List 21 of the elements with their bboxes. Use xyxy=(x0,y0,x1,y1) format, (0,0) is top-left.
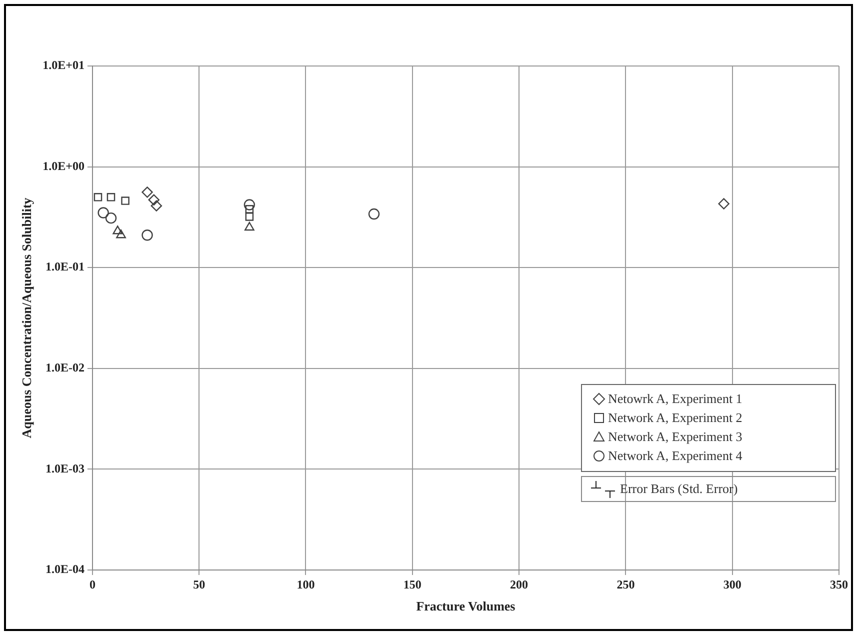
x-tick-label: 50 xyxy=(193,577,206,592)
x-tick-label: 150 xyxy=(403,577,422,592)
x-tick-label: 350 xyxy=(830,577,848,592)
y-tick-label: 1.0E-03 xyxy=(45,461,84,476)
legend-label: Network A, Experiment 4 xyxy=(608,448,742,464)
legend-label: Netowrk A, Experiment 1 xyxy=(608,391,742,408)
y-tick-label: 1.0E-04 xyxy=(45,562,84,576)
annotation: Error Bars (Std. Error) xyxy=(620,480,738,497)
x-axis-title: Fracture Volumes xyxy=(416,598,516,614)
x-tick-label: 100 xyxy=(296,577,315,592)
legend-label: Network A, Experiment 3 xyxy=(608,429,742,446)
y-tick-label: 1.0E+01 xyxy=(42,58,84,72)
y-tick-label: 1.0E+00 xyxy=(42,158,84,173)
x-tick-label: 300 xyxy=(723,577,742,592)
x-tick-label: 200 xyxy=(510,577,528,592)
x-tick-label: 250 xyxy=(616,577,635,592)
legend-label: Network A, Experiment 2 xyxy=(608,410,742,426)
y-tick-label: 1.0E-01 xyxy=(45,260,84,274)
y-tick-label: 1.0E-02 xyxy=(45,360,84,374)
y-axis-title: Aqueous Concentration/Aqueous Solubility xyxy=(19,197,34,438)
x-tick-label: 0 xyxy=(89,577,96,592)
